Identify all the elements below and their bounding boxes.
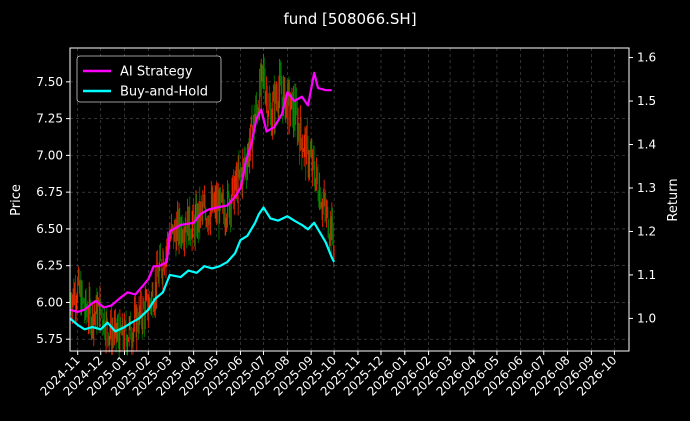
y-tick-label-left: 6.00	[36, 295, 63, 309]
legend-label: Buy-and-Hold	[120, 85, 208, 100]
y-tick-label-right: 1.2	[637, 224, 656, 238]
y-tick-label-right: 1.3	[637, 181, 656, 195]
plot-frame	[69, 47, 630, 352]
y-tick-label-right: 1.5	[637, 94, 656, 108]
y-tick-label-left: 6.50	[36, 222, 63, 236]
y-tick-label-left: 5.75	[36, 332, 63, 346]
legend-label: AI Strategy	[120, 65, 193, 80]
y-tick-label-left: 6.25	[36, 259, 63, 273]
y-axis-label-right: Return	[666, 178, 681, 221]
plot-border	[69, 47, 630, 352]
legend-box	[76, 55, 222, 103]
y-tick-label-left: 7.00	[36, 148, 63, 162]
y-tick-label-left: 6.75	[36, 185, 63, 199]
y-tick-label-right: 1.0	[637, 311, 656, 325]
y-tick-label-left: 7.25	[36, 112, 63, 126]
series-line-ai-strategy	[69, 71, 332, 313]
series-lines	[69, 71, 336, 333]
y-tick-label-right: 1.4	[637, 138, 656, 152]
y-tick-label-left: 7.50	[36, 75, 63, 89]
series-line-buy-and-hold	[69, 206, 336, 333]
y-axis-label-left: Price	[9, 184, 24, 216]
legend: AI Strategy Buy-and-Hold	[76, 55, 222, 103]
chart-title: fund [508066.SH]	[283, 10, 416, 28]
y-tick-label-right: 1.1	[637, 268, 656, 282]
y-tick-label-right: 1.6	[637, 51, 656, 65]
